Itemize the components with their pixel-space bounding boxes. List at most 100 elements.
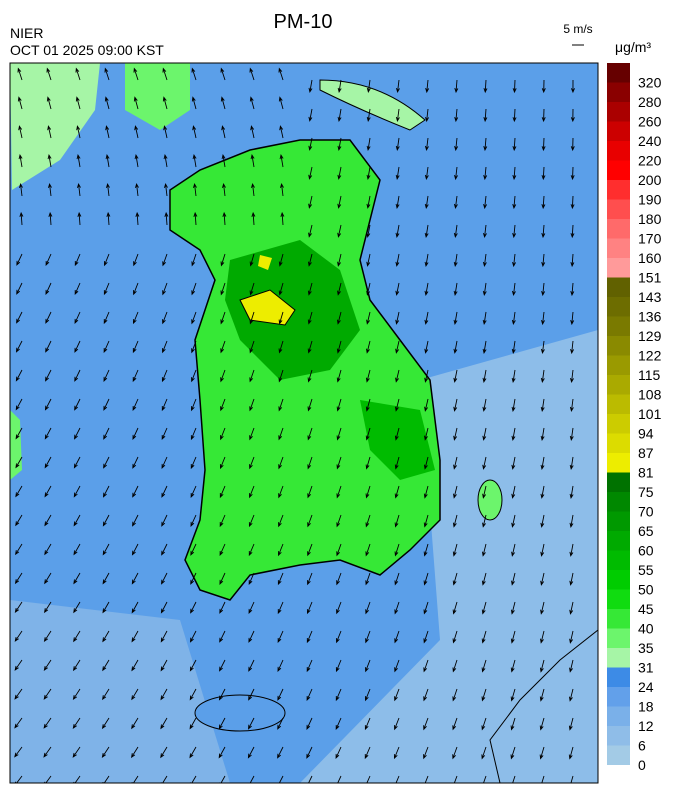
wind-arrow [394, 427, 400, 441]
wind-arrow [278, 311, 284, 325]
wind-arrow [193, 182, 197, 197]
wind-arrow [189, 775, 197, 783]
wind-arrow [569, 630, 574, 644]
wind-arrow [337, 253, 342, 267]
wind-arrow [219, 630, 226, 643]
wind-arrow [14, 746, 23, 758]
wind-arrow [248, 514, 255, 528]
wind-arrow [103, 253, 110, 267]
wind-arrow [510, 630, 516, 644]
colorbar-bin [607, 238, 630, 258]
wind-arrow [72, 746, 81, 758]
wind-arrow [424, 369, 429, 383]
wind-arrow [43, 688, 52, 700]
wind-arrow [43, 659, 52, 671]
wind-arrow [191, 96, 197, 110]
wind-arrow [190, 485, 197, 499]
wind-arrow [102, 601, 110, 614]
wind-arrow [132, 340, 139, 354]
wind-arrow [44, 543, 52, 556]
wind-arrow [277, 543, 284, 557]
colorbar-label: 122 [638, 348, 662, 364]
wind-arrow [482, 398, 487, 412]
wind-arrow [512, 195, 517, 210]
wind-arrow [73, 456, 81, 469]
wind-arrow [103, 369, 110, 382]
colorbar-label: 6 [638, 738, 646, 754]
wind-arrow [424, 137, 429, 152]
wind-arrow [102, 572, 110, 585]
wind-arrow [336, 311, 342, 325]
wind-arrow [131, 543, 139, 556]
wind-arrow [569, 427, 574, 442]
wind-arrow [190, 601, 197, 614]
wind-arrow [14, 601, 23, 614]
wind-arrow [512, 137, 517, 152]
wind-arrow [220, 96, 226, 110]
wind-arrow [247, 746, 255, 759]
wind-arrow [103, 311, 110, 325]
wind-arrow [307, 572, 313, 586]
wind-arrow [135, 182, 139, 197]
wind-arrow [48, 182, 52, 197]
wind-arrow [510, 659, 516, 673]
wind-arrow [164, 211, 169, 226]
wind-arrow [511, 456, 516, 470]
wind-arrow [336, 543, 342, 557]
colorbar-bin [607, 550, 630, 570]
sea-light [10, 600, 230, 783]
wind-arrow [510, 746, 516, 760]
wind-arrow [570, 108, 575, 123]
colorbar-bin [607, 745, 630, 765]
colorbar-label: 170 [638, 231, 662, 247]
colorbar-label: 129 [638, 328, 662, 344]
wind-arrow [366, 340, 371, 354]
wind-arrow [134, 125, 139, 139]
wind-arrow [131, 717, 139, 730]
colorbar-label: 136 [638, 309, 662, 325]
wind-arrow [45, 311, 52, 324]
wind-arrow [163, 125, 168, 139]
colorbar-label: 70 [638, 504, 654, 520]
wind-arrow [511, 427, 516, 441]
wind-arrow [160, 688, 168, 701]
wind-arrow [162, 253, 168, 267]
wind-arrow [134, 154, 139, 168]
wind-arrow [569, 398, 574, 413]
colorbar-bin [607, 121, 630, 141]
colorbar-label: 151 [638, 270, 662, 286]
wind-arrow [483, 775, 487, 783]
wind-arrow [106, 211, 111, 226]
wind-arrow [133, 67, 139, 81]
wind-arrow [568, 746, 574, 760]
colorbar-bin [607, 726, 630, 746]
wind-arrow [249, 96, 255, 110]
wind-arrow [569, 514, 574, 528]
wind-arrow [423, 601, 429, 615]
colorbar-label: 60 [638, 543, 654, 559]
wind-arrow [18, 154, 23, 168]
wind-arrow [161, 427, 168, 441]
wind-arrow [540, 369, 545, 384]
wind-arrow [45, 282, 52, 295]
wind-arrow [395, 224, 400, 238]
wind-arrow [481, 688, 487, 702]
colorbar-bin [607, 141, 630, 161]
wind-arrow [570, 195, 575, 210]
colorbar-bin [607, 102, 630, 122]
wind-arrow [364, 775, 371, 783]
wind-arrow [14, 659, 23, 671]
wind-arrow [278, 485, 284, 499]
wind-arrow [540, 427, 545, 441]
wind-arrow [221, 125, 226, 139]
wind-arrow [452, 746, 458, 760]
wind-arrow [335, 775, 342, 783]
wind-arrow [481, 717, 487, 731]
wind-arrow [452, 630, 458, 644]
wind-arrow [481, 572, 487, 586]
wind-arrow [394, 456, 400, 470]
wind-arrow [102, 775, 110, 783]
wind-arrow [570, 282, 575, 297]
wind-arrow [222, 211, 227, 226]
wind-arrow [395, 340, 400, 354]
